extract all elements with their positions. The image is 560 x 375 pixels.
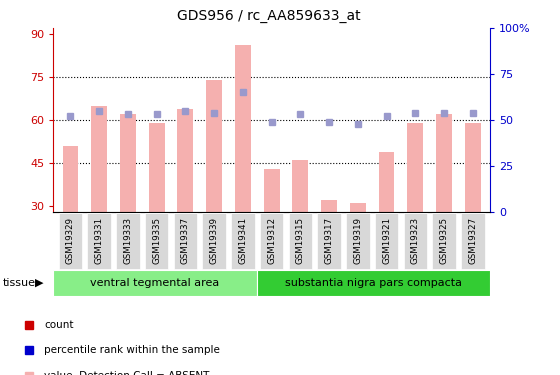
Text: ventral tegmental area: ventral tegmental area — [91, 278, 220, 288]
Text: GSM19329: GSM19329 — [66, 217, 75, 264]
Bar — [404, 213, 427, 269]
Text: tissue: tissue — [3, 278, 36, 288]
Bar — [350, 203, 366, 212]
Bar — [288, 213, 312, 269]
Bar — [461, 213, 484, 269]
Bar — [87, 213, 111, 269]
Bar — [91, 106, 107, 212]
Text: GSM19321: GSM19321 — [382, 217, 391, 264]
Bar — [145, 213, 169, 269]
Text: GSM19312: GSM19312 — [267, 217, 276, 264]
Bar — [59, 213, 82, 269]
Text: percentile rank within the sample: percentile rank within the sample — [44, 345, 220, 355]
Bar — [436, 114, 452, 212]
Text: ▶: ▶ — [35, 278, 43, 288]
Text: GDS956 / rc_AA859633_at: GDS956 / rc_AA859633_at — [177, 9, 361, 23]
Text: value, Detection Call = ABSENT: value, Detection Call = ABSENT — [44, 370, 209, 375]
Bar — [174, 213, 197, 269]
Bar — [178, 108, 193, 212]
Bar — [63, 146, 78, 212]
Bar — [318, 213, 341, 269]
Bar — [260, 213, 283, 269]
Text: GSM19339: GSM19339 — [209, 217, 218, 264]
Bar — [231, 213, 255, 269]
Text: GSM19337: GSM19337 — [181, 217, 190, 264]
Text: GSM19333: GSM19333 — [123, 217, 132, 264]
Bar — [149, 123, 165, 212]
Text: GSM19317: GSM19317 — [325, 217, 334, 264]
Bar — [257, 270, 490, 296]
Text: GSM19327: GSM19327 — [468, 217, 477, 264]
Text: GSM19335: GSM19335 — [152, 217, 161, 264]
Bar — [465, 123, 480, 212]
Bar — [264, 169, 279, 212]
Bar — [432, 213, 456, 269]
Text: GSM19319: GSM19319 — [353, 217, 362, 264]
Text: GSM19315: GSM19315 — [296, 217, 305, 264]
Bar — [375, 213, 398, 269]
Text: GSM19323: GSM19323 — [411, 217, 420, 264]
Bar — [116, 213, 139, 269]
Text: count: count — [44, 320, 74, 330]
Text: GSM19325: GSM19325 — [440, 217, 449, 264]
Text: substantia nigra pars compacta: substantia nigra pars compacta — [285, 278, 462, 288]
Bar — [206, 80, 222, 212]
Bar — [53, 270, 257, 296]
Bar — [120, 114, 136, 212]
Bar — [235, 45, 251, 212]
Bar — [292, 160, 308, 212]
Bar — [321, 200, 337, 212]
Bar — [202, 213, 226, 269]
Bar — [379, 152, 394, 212]
Bar — [407, 123, 423, 212]
Bar — [346, 213, 370, 269]
Text: GSM19341: GSM19341 — [239, 217, 248, 264]
Text: GSM19331: GSM19331 — [95, 217, 104, 264]
